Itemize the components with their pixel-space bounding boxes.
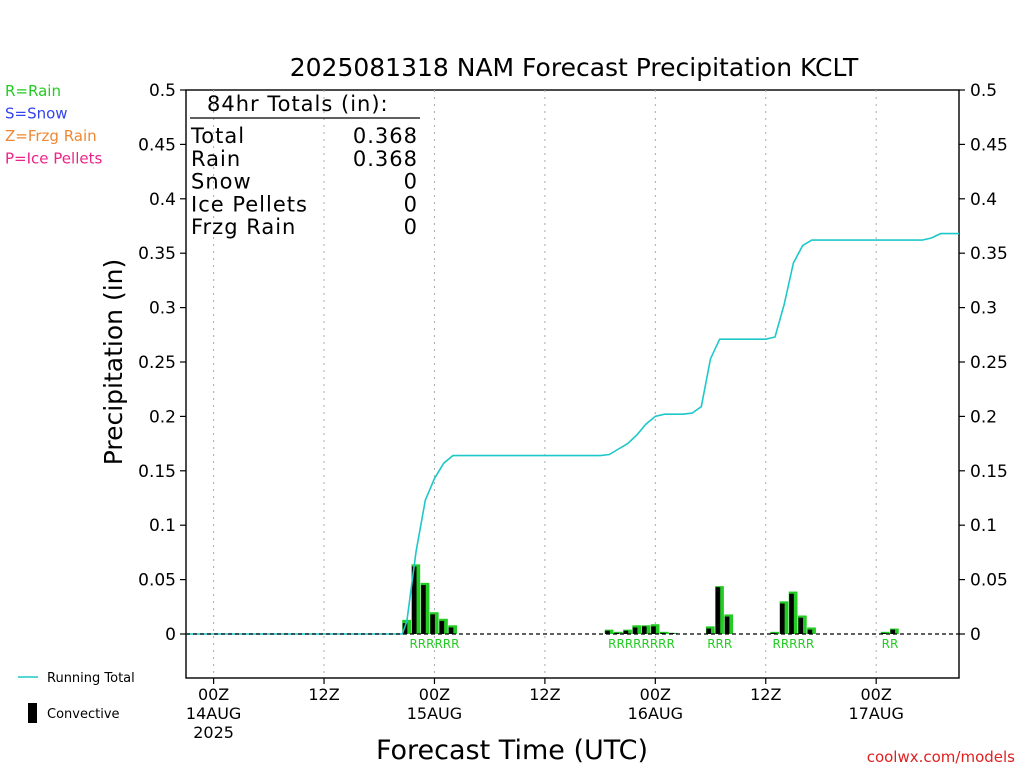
convective-bar [724, 616, 730, 634]
y2-tick-label: 0.1 [970, 516, 997, 536]
convective-bar [798, 617, 804, 634]
convective-bar [881, 632, 886, 634]
y2-tick-label: 0.4 [970, 190, 997, 210]
convective-bar [651, 626, 656, 634]
x-tick-label: 17AUG [848, 704, 903, 723]
convective-bar [789, 593, 794, 634]
y-tick-label: 0.15 [138, 462, 176, 482]
y2-tick-label: 0.5 [970, 81, 997, 101]
convective-bar [448, 627, 454, 634]
y2-tick-label: 0 [970, 625, 981, 645]
plot-border [185, 89, 960, 679]
convective-bar [890, 629, 896, 634]
running-total-line [186, 232, 959, 635]
x-tick-label: 00Z [198, 685, 229, 704]
convective-bar [623, 630, 629, 634]
x-tick-label: 14AUG [186, 704, 241, 723]
y-axis-label: Precipitation (in) [99, 259, 128, 466]
totals-row-label: Frzg Rain [191, 215, 296, 239]
totals-row-label: Rain [191, 147, 241, 171]
convective-bar [632, 627, 638, 634]
ptype-legend-item: Z=Frzg Rain [5, 127, 97, 145]
totals-row-label: Total [190, 124, 245, 148]
y-tick-label: 0.05 [138, 571, 176, 591]
convective-bar [421, 585, 426, 634]
x-tick-label: 00Z [419, 685, 450, 704]
ptype-marker: RR [882, 637, 899, 651]
totals-header: 84hr Totals (in): [207, 92, 389, 116]
ptype-markers: RRRRRR RRRRRRRR RRR RRRRR RR [409, 637, 898, 651]
y2-tick-label: 0.05 [970, 571, 1008, 591]
convective-bar [706, 628, 711, 634]
chart-title: 2025081318 NAM Forecast Precipitation KC… [290, 53, 859, 82]
y-tick-label: 0.5 [149, 81, 176, 101]
y-tick-label: 0 [165, 625, 176, 645]
precipitation-bars [402, 564, 899, 634]
x-tick-label: 12Z [308, 685, 339, 704]
convective-bar [641, 626, 647, 634]
totals-row-label: Ice Pellets [191, 192, 308, 216]
vertical-gridlines [213, 90, 877, 678]
ptype-marker: RRRRRR [409, 637, 459, 651]
y2-tick-label: 0.15 [970, 462, 1008, 482]
y-tick-label: 0.4 [149, 190, 176, 210]
y-tick-label: 0.35 [138, 244, 176, 264]
y-tick-label: 0.3 [149, 299, 176, 319]
ptype-marker: RRRRRRRR [608, 637, 675, 651]
x-tick-label: 2025 [193, 723, 234, 742]
y-tick-label: 0.25 [138, 353, 176, 373]
ptype-legend-item: P=Ice Pellets [5, 150, 102, 168]
x-tick-label: 12Z [750, 685, 781, 704]
totals-row-value: 0.368 [353, 124, 418, 148]
totals-row-value: 0.368 [353, 147, 418, 171]
y2-tick-label: 0.45 [970, 135, 1008, 155]
ptype-legend: R=Rain S=Snow Z=Frzg Rain P=Ice Pellets [5, 82, 102, 168]
convective-bar [411, 566, 417, 634]
convective-bar [430, 614, 435, 634]
totals-row-value: 0 [404, 170, 418, 194]
totals-row-value: 0 [404, 192, 418, 216]
convective-bar [780, 603, 785, 634]
y2-tick-label: 0.25 [970, 353, 1008, 373]
convective-bar [770, 632, 776, 634]
totals-box: 84hr Totals (in): Total 0.368 Rain 0.368 Snow… [190, 92, 420, 239]
convective-legend-label: Convective [47, 707, 120, 722]
ptype-marker: RRRRR [773, 637, 815, 651]
y-tick-label: 0.1 [149, 516, 176, 536]
y2-tick-label: 0.35 [970, 244, 1008, 264]
convective-bar [439, 620, 445, 634]
totals-row-label: Snow [191, 170, 252, 194]
totals-row-value: 0 [404, 215, 418, 239]
y-tick-label: 0.2 [149, 407, 176, 427]
y-axis-left: 0 0.05 0.1 0.15 0.2 0.25 0.3 0.35 0.4 0.45 0.5 [138, 81, 186, 645]
ptype-legend-item: S=Snow [5, 105, 68, 123]
x-tick-label: 00Z [861, 685, 892, 704]
series-legend: Running Total Convective [18, 671, 135, 723]
x-tick-label: 16AUG [628, 704, 683, 723]
plot-frame [185, 89, 960, 679]
convective-bar [715, 587, 721, 634]
running-total-polyline [186, 232, 959, 635]
ptype-marker: RRR [707, 637, 732, 651]
convective-bar [605, 630, 610, 634]
credit-text: coolwx.com/models [867, 748, 1015, 766]
y-axis-right: 0 0.05 0.1 0.15 0.2 0.25 0.3 0.35 0.4 0.45 0.5 [959, 81, 1008, 645]
convective-bar [807, 629, 813, 634]
convective-legend-swatch [28, 703, 37, 723]
y2-tick-label: 0.3 [970, 299, 997, 319]
x-tick-label: 15AUG [407, 704, 462, 723]
y2-tick-label: 0.2 [970, 407, 997, 427]
ptype-legend-item: R=Rain [5, 82, 61, 100]
x-tick-label: 12Z [529, 685, 560, 704]
x-tick-label: 00Z [640, 685, 671, 704]
x-axis-label: Forecast Time (UTC) [376, 735, 648, 766]
y-tick-label: 0.45 [138, 135, 176, 155]
running-total-legend-label: Running Total [47, 671, 135, 686]
